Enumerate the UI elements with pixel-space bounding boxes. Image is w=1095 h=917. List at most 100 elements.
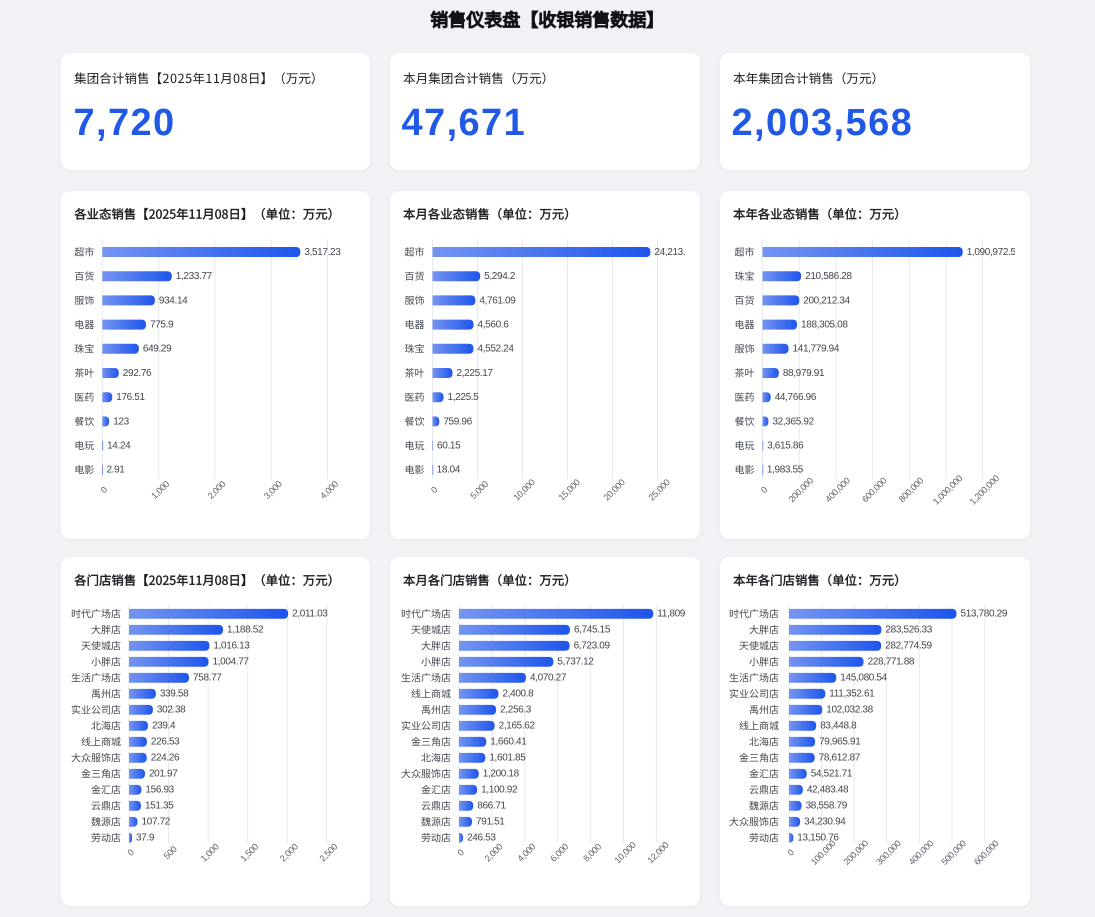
svg-text:6,745.15: 6,745.15 [574, 625, 611, 636]
svg-text:1,000,000: 1,000,000 [931, 473, 965, 507]
svg-text:200,000: 200,000 [787, 475, 816, 504]
svg-text:292.76: 292.76 [123, 368, 152, 379]
svg-text:79,965.91: 79,965.91 [819, 737, 861, 748]
svg-text:0: 0 [99, 485, 110, 496]
svg-text:3,000: 3,000 [262, 479, 284, 501]
svg-text:1,000: 1,000 [149, 479, 171, 501]
svg-text:102,032.38: 102,032.38 [826, 705, 873, 716]
svg-text:4,560.6: 4,560.6 [478, 320, 510, 331]
svg-text:200,212.34: 200,212.34 [803, 295, 850, 306]
svg-text:1,225.5: 1,225.5 [448, 392, 480, 403]
svg-text:111,352.61: 111,352.61 [829, 689, 875, 700]
svg-text:25,000: 25,000 [647, 477, 672, 502]
svg-text:2,000: 2,000 [206, 479, 228, 501]
svg-text:188,305.08: 188,305.08 [801, 320, 848, 331]
svg-text:201.97: 201.97 [149, 769, 178, 780]
svg-text:1,188.52: 1,188.52 [227, 625, 264, 636]
svg-text:400,000: 400,000 [907, 838, 936, 867]
svg-text:145,080.54: 145,080.54 [840, 673, 887, 684]
svg-text:6,000: 6,000 [548, 841, 570, 863]
svg-text:4,000: 4,000 [515, 841, 537, 863]
svg-text:88,979.91: 88,979.91 [783, 368, 825, 379]
svg-text:6,723.09: 6,723.09 [574, 641, 611, 652]
svg-text:54,521.71: 54,521.71 [811, 769, 853, 780]
svg-text:83,448.8: 83,448.8 [820, 721, 857, 732]
svg-text:5,737.12: 5,737.12 [557, 657, 594, 668]
svg-text:60.15: 60.15 [437, 441, 461, 452]
svg-text:0: 0 [785, 847, 796, 858]
svg-text:1,200,000: 1,200,000 [968, 473, 1002, 507]
svg-text:800,000: 800,000 [897, 475, 926, 504]
svg-text:228,771.88: 228,771.88 [868, 657, 915, 668]
svg-text:226.53: 226.53 [151, 737, 180, 748]
svg-text:1,200.18: 1,200.18 [483, 769, 520, 780]
svg-text:37.9: 37.9 [136, 833, 155, 844]
svg-text:282,774.59: 282,774.59 [885, 641, 932, 652]
svg-text:10,000: 10,000 [512, 477, 537, 502]
svg-text:1,100.92: 1,100.92 [481, 785, 518, 796]
svg-text:18.04: 18.04 [437, 465, 461, 476]
svg-text:12,000: 12,000 [645, 840, 670, 865]
svg-text:0: 0 [125, 847, 136, 858]
svg-text:8,000: 8,000 [581, 841, 603, 863]
svg-text:1,983.55: 1,983.55 [767, 465, 804, 476]
svg-text:500,000: 500,000 [939, 838, 968, 867]
svg-text:2,165.62: 2,165.62 [499, 721, 536, 732]
svg-text:283,526.33: 283,526.33 [885, 625, 932, 636]
svg-text:866.71: 866.71 [477, 801, 506, 812]
svg-text:20,000: 20,000 [602, 477, 627, 502]
svg-text:759.96: 759.96 [443, 416, 472, 427]
svg-text:156.93: 156.93 [145, 785, 174, 796]
svg-text:44,766.96: 44,766.96 [775, 392, 817, 403]
svg-text:2,500: 2,500 [317, 841, 339, 863]
svg-text:1,660.41: 1,660.41 [490, 737, 527, 748]
svg-text:210,586.28: 210,586.28 [805, 271, 852, 282]
svg-text:38,558.79: 38,558.79 [806, 801, 848, 812]
svg-text:2,256.3: 2,256.3 [500, 705, 532, 716]
svg-text:34,230.94: 34,230.94 [804, 817, 846, 828]
svg-text:13,150.76: 13,150.76 [797, 833, 839, 844]
svg-text:11,809.95: 11,809.95 [657, 609, 698, 620]
svg-text:200,000: 200,000 [842, 838, 871, 867]
svg-text:758.77: 758.77 [193, 673, 222, 684]
svg-text:2.91: 2.91 [106, 465, 125, 476]
svg-text:224.26: 224.26 [151, 753, 180, 764]
svg-text:176.51: 176.51 [116, 392, 145, 403]
svg-text:0: 0 [759, 485, 770, 496]
svg-text:400,000: 400,000 [823, 475, 852, 504]
svg-text:300,000: 300,000 [874, 838, 903, 867]
svg-text:302.38: 302.38 [157, 705, 186, 716]
svg-text:239.4: 239.4 [152, 721, 176, 732]
svg-text:1,233.77: 1,233.77 [176, 271, 213, 282]
svg-text:123: 123 [113, 416, 129, 427]
svg-text:1,000: 1,000 [199, 841, 221, 863]
svg-text:5,294.2: 5,294.2 [484, 271, 516, 282]
svg-text:2,000: 2,000 [483, 841, 505, 863]
svg-text:42,483.48: 42,483.48 [807, 785, 849, 796]
svg-text:1,004.77: 1,004.77 [213, 657, 250, 668]
svg-text:4,000: 4,000 [318, 479, 340, 501]
svg-text:0: 0 [455, 847, 466, 858]
svg-text:649.29: 649.29 [143, 344, 172, 355]
svg-text:1,090,972.55: 1,090,972.55 [967, 247, 1022, 258]
svg-text:3,517.23: 3,517.23 [304, 247, 341, 258]
svg-text:4,070.27: 4,070.27 [530, 673, 567, 684]
svg-text:2,011.03: 2,011.03 [292, 609, 328, 620]
svg-text:791.51: 791.51 [476, 817, 505, 828]
svg-text:775.9: 775.9 [150, 320, 174, 331]
svg-text:1,016.13: 1,016.13 [213, 641, 250, 652]
svg-text:500: 500 [162, 844, 179, 861]
svg-text:246.53: 246.53 [467, 833, 496, 844]
svg-text:2,225.17: 2,225.17 [457, 368, 494, 379]
svg-text:3,615.86: 3,615.86 [767, 441, 804, 452]
svg-text:141,779.94: 141,779.94 [793, 344, 840, 355]
svg-text:10,000: 10,000 [613, 840, 638, 865]
svg-text:5,000: 5,000 [468, 479, 490, 501]
svg-text:2,400.8: 2,400.8 [502, 689, 534, 700]
svg-text:600,000: 600,000 [860, 475, 889, 504]
svg-text:4,552.24: 4,552.24 [477, 344, 514, 355]
svg-text:0: 0 [429, 485, 440, 496]
svg-text:14.24: 14.24 [107, 441, 131, 452]
svg-text:934.14: 934.14 [159, 295, 188, 306]
svg-text:339.58: 339.58 [160, 689, 189, 700]
